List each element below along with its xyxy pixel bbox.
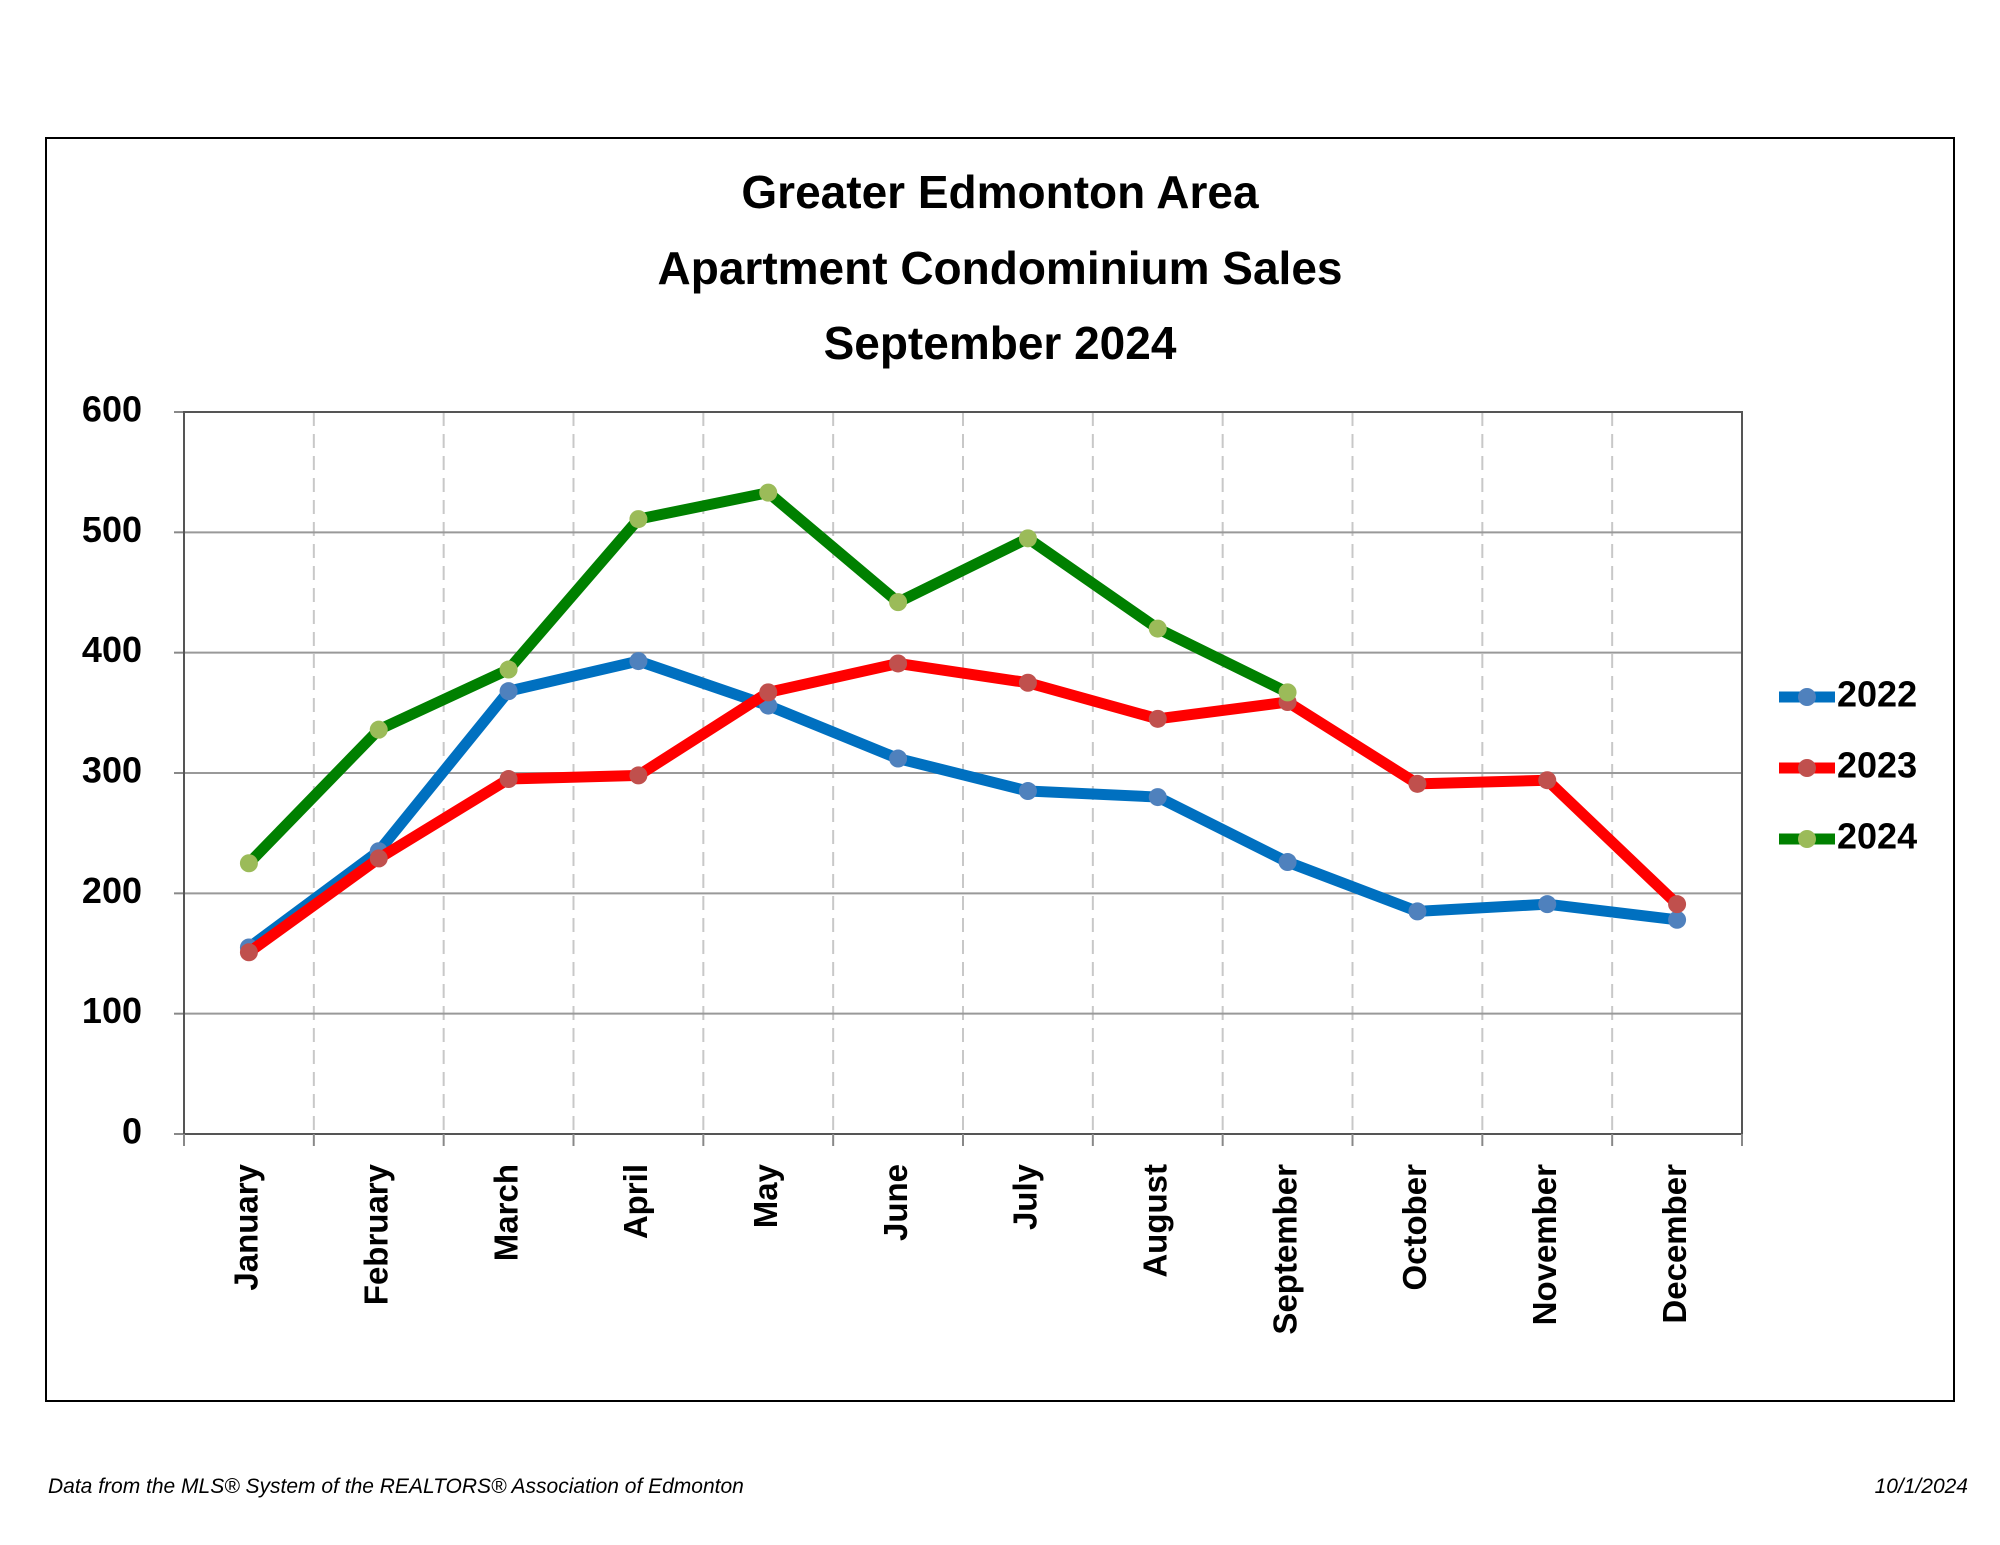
data-point <box>499 660 518 679</box>
x-tick-label: November <box>1526 1164 1563 1326</box>
data-point <box>629 510 648 529</box>
data-point <box>1018 529 1037 548</box>
x-tick-label: April <box>617 1164 654 1239</box>
chart-title: Apartment Condominium Sales <box>658 242 1343 294</box>
x-tick-label: July <box>1007 1163 1044 1230</box>
data-point <box>1018 782 1037 801</box>
data-point <box>1668 910 1687 929</box>
data-point <box>889 593 908 612</box>
x-tick-label: January <box>228 1163 265 1290</box>
data-point <box>369 720 388 739</box>
data-point <box>889 654 908 673</box>
y-tick-label: 300 <box>82 750 142 791</box>
data-point <box>889 749 908 768</box>
series-line <box>245 655 1678 952</box>
data-point <box>629 766 648 785</box>
x-tick-label: March <box>487 1164 524 1261</box>
data-point <box>1148 619 1167 638</box>
data-point <box>1538 771 1557 790</box>
data-point <box>1408 902 1427 921</box>
data-point <box>369 849 388 868</box>
data-point <box>1538 895 1557 914</box>
data-point <box>1148 788 1167 807</box>
data-point <box>1668 895 1687 914</box>
y-tick-label: 100 <box>82 990 142 1031</box>
y-tick-label: 0 <box>122 1111 142 1152</box>
x-tick-label: October <box>1396 1164 1433 1291</box>
data-point <box>499 682 518 701</box>
date-note: 10/1/2024 <box>1875 1475 1968 1498</box>
data-point <box>1018 673 1037 692</box>
chart-title: September 2024 <box>824 317 1177 369</box>
source-note: Data from the MLS® System of the REALTOR… <box>48 1475 744 1498</box>
data-point <box>239 854 258 873</box>
legend-marker <box>1798 688 1816 706</box>
x-tick-label: December <box>1656 1164 1693 1324</box>
series-line <box>245 657 1681 957</box>
legend-label: 2023 <box>1837 745 1917 786</box>
y-tick-label: 200 <box>82 870 142 911</box>
legend-label: 2024 <box>1837 816 1917 857</box>
x-tick-label: June <box>877 1164 914 1241</box>
data-point <box>239 943 258 962</box>
y-tick-label: 600 <box>82 389 142 430</box>
x-tick-label: September <box>1266 1164 1303 1335</box>
legend-marker <box>1798 759 1816 777</box>
data-point <box>1278 853 1297 872</box>
x-tick-label: May <box>747 1163 784 1228</box>
x-tick-label: August <box>1136 1164 1173 1278</box>
y-tick-label: 500 <box>82 509 142 550</box>
legend-marker <box>1798 830 1816 848</box>
data-point <box>499 770 518 789</box>
data-point <box>759 483 778 502</box>
data-point <box>1148 709 1167 728</box>
chart-title: Greater Edmonton Area <box>741 166 1259 218</box>
data-point <box>1278 683 1297 702</box>
x-tick-label: February <box>357 1163 394 1305</box>
legend-label: 2022 <box>1837 674 1917 715</box>
data-point <box>1408 774 1427 793</box>
y-tick-label: 400 <box>82 629 142 670</box>
data-point <box>629 652 648 671</box>
data-point <box>759 683 778 702</box>
